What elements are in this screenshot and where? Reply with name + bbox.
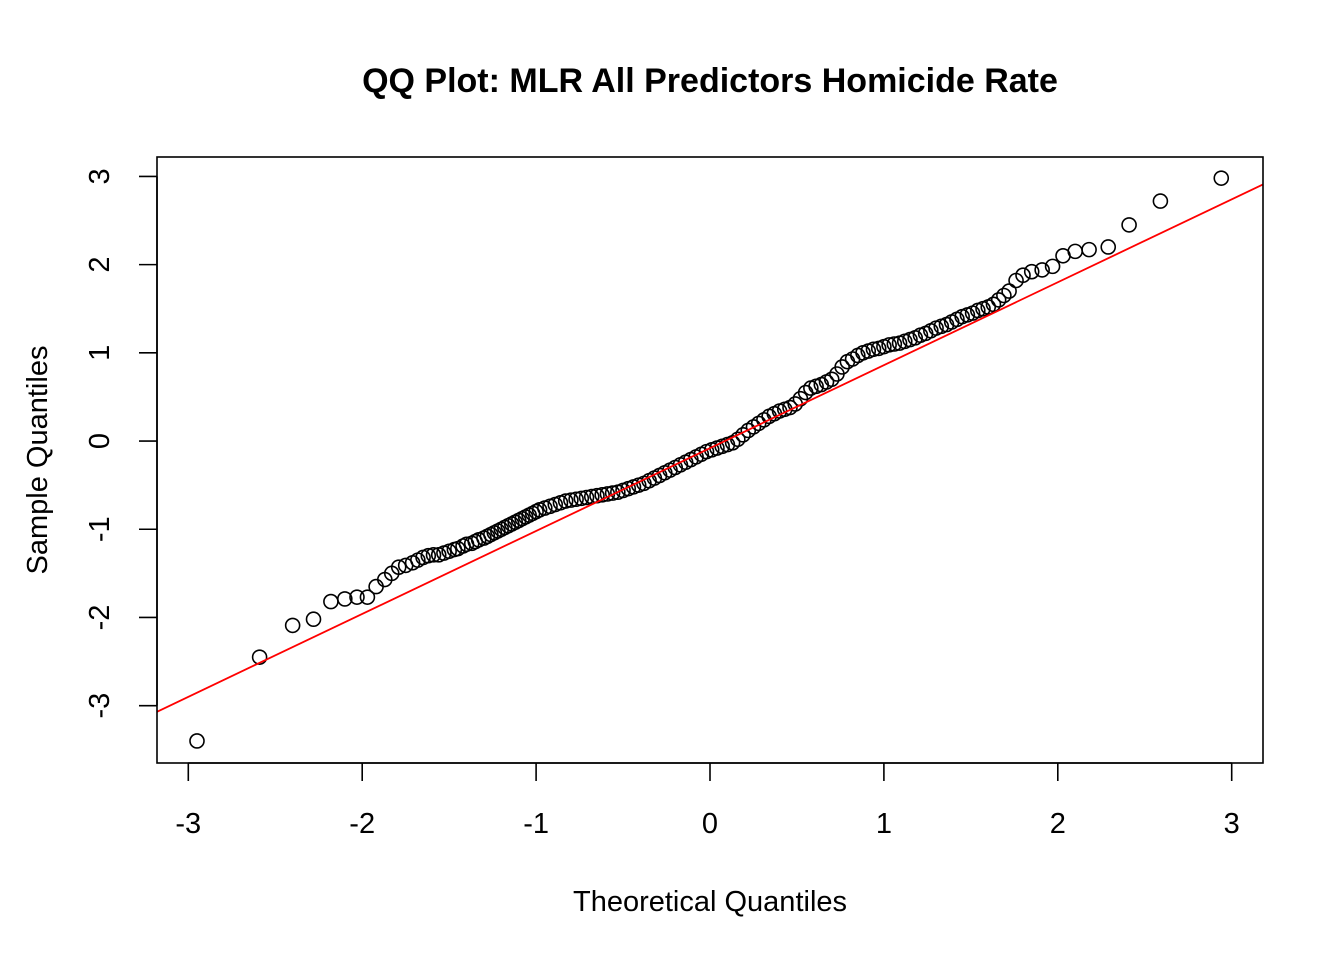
data-point	[1152, 193, 1169, 209]
data-point	[990, 292, 1007, 308]
x-axis: -3 -2 -1 0 1 2 3	[175, 762, 1240, 840]
data-point	[1121, 217, 1137, 233]
y-tick-label: -1	[84, 516, 116, 542]
data-point	[563, 492, 579, 508]
data-point	[349, 589, 365, 605]
x-axis-label: Theoretical Quantiles	[573, 886, 847, 918]
x-tick-label: 1	[876, 808, 892, 840]
x-tick-label: -3	[175, 808, 201, 840]
data-point	[730, 431, 746, 448]
data-point	[337, 591, 353, 607]
y-tick-label: 3	[84, 168, 116, 184]
data-point	[985, 296, 1002, 313]
x-tick-label: -1	[523, 808, 549, 840]
reference-line-group	[156, 183, 1264, 713]
y-tick-label: 0	[84, 433, 116, 449]
y-tick-label: -2	[84, 605, 116, 631]
chart-title: QQ Plot: MLR All Predictors Homicide Rat…	[362, 62, 1058, 100]
y-tick-label: -3	[84, 693, 116, 719]
data-point	[1081, 241, 1097, 258]
data-point	[996, 287, 1012, 304]
x-tick-label: 2	[1050, 808, 1066, 840]
data-point	[420, 547, 437, 564]
x-tick-label: 0	[702, 808, 718, 840]
data-point	[594, 487, 610, 503]
data-point	[865, 341, 882, 358]
y-axis: -3 -2 -1 0 1 2 3	[84, 168, 158, 719]
x-tick-label: -2	[349, 808, 375, 840]
data-point	[1034, 262, 1050, 278]
data-point	[823, 371, 840, 388]
data-points	[189, 170, 1230, 749]
data-point	[1044, 258, 1061, 275]
data-point	[1001, 283, 1017, 299]
data-point	[834, 359, 850, 375]
data-point	[323, 593, 339, 610]
data-point	[390, 559, 407, 575]
data-point	[881, 337, 897, 353]
plot-frame	[156, 156, 1264, 764]
data-point	[1213, 170, 1230, 186]
data-point	[557, 493, 574, 509]
data-point	[1100, 239, 1117, 255]
data-point	[1023, 263, 1040, 280]
data-point	[1067, 243, 1083, 260]
data-point	[368, 578, 384, 595]
data-point	[189, 733, 205, 749]
y-axis-label: Sample Quantiles	[22, 346, 54, 575]
data-point	[284, 617, 301, 634]
data-point	[1015, 267, 1031, 284]
data-point	[573, 490, 590, 507]
y-tick-label: 1	[84, 345, 116, 361]
data-point	[886, 336, 903, 352]
data-point	[578, 489, 595, 506]
data-point	[251, 649, 268, 665]
y-tick-label: 2	[84, 257, 116, 273]
data-point	[305, 611, 322, 628]
x-tick-label: 3	[1224, 808, 1240, 840]
data-point	[604, 485, 621, 501]
data-point	[359, 589, 376, 605]
data-point	[425, 547, 442, 563]
data-point	[568, 491, 584, 508]
reference-line	[156, 183, 1264, 713]
